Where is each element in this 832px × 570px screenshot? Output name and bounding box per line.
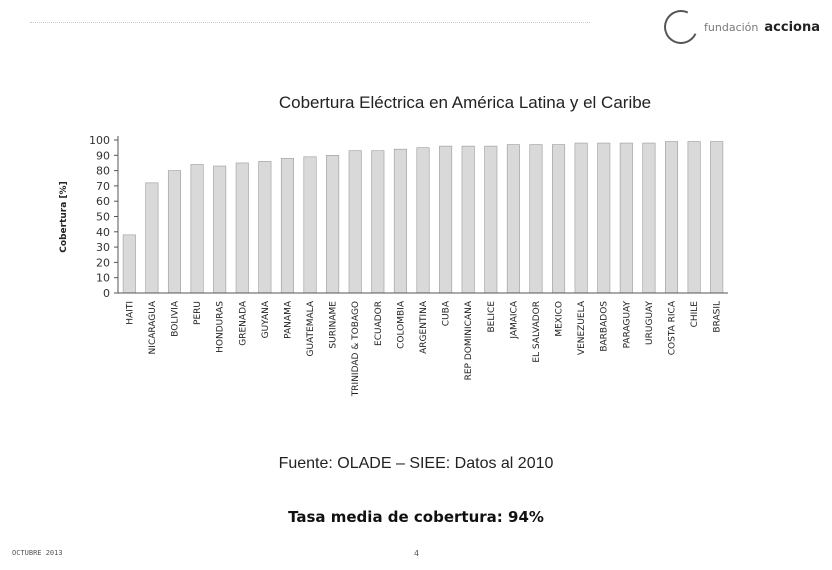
bar <box>303 156 317 294</box>
bar <box>326 155 340 294</box>
bar <box>280 158 294 294</box>
bar <box>167 170 181 294</box>
y-tick-label: 70 <box>96 180 110 193</box>
bar <box>393 148 407 294</box>
x-tick-label: URUGUAY <box>645 301 655 345</box>
bar <box>552 144 566 294</box>
x-tick-label: ECUADOR <box>374 301 384 346</box>
bar <box>416 147 430 294</box>
x-tick-label: JAMAICA <box>509 300 519 340</box>
x-tick-label: BARBADOS <box>600 301 610 352</box>
y-tick-label: 40 <box>96 226 110 239</box>
acciona-logo: fundación acciona <box>659 5 820 49</box>
bar <box>529 144 543 294</box>
bar <box>687 141 701 294</box>
y-tick-label: 0 <box>103 287 110 300</box>
bar <box>461 145 475 294</box>
y-axis-label: Cobertura [%] <box>59 181 69 252</box>
footer-date: OCTUBRE 2013 <box>12 549 63 557</box>
y-tick-label: 80 <box>96 165 110 178</box>
x-tick-label: HAITI <box>125 301 135 325</box>
y-tick-label: 10 <box>96 272 110 285</box>
bar <box>258 161 272 294</box>
x-tick-label: VENEZUELA <box>577 300 587 355</box>
chart-title: Cobertura Eléctrica en América Latina y … <box>279 93 651 112</box>
y-tick-label: 90 <box>96 149 110 162</box>
x-tick-label: CUBA <box>442 300 452 326</box>
x-tick-label: GUYANA <box>261 300 271 338</box>
x-tick-label: CHILE <box>690 301 700 328</box>
bar <box>574 142 588 294</box>
bar <box>145 182 159 294</box>
x-tick-label: PERU <box>193 301 203 325</box>
x-tick-label: NICARAGUA <box>148 300 158 354</box>
bar <box>619 142 633 294</box>
x-tick-label: PARAGUAY <box>622 301 632 349</box>
average-coverage: Tasa media de cobertura: 94% <box>288 508 544 526</box>
x-tick-label: GUATEMALA <box>306 300 316 356</box>
coverage-chart: Cobertura Eléctrica en América Latina y … <box>59 93 728 397</box>
bar <box>213 165 227 294</box>
y-tick-label: 60 <box>96 195 110 208</box>
bar <box>439 145 453 294</box>
bar <box>371 150 385 294</box>
x-tick-label: ARGENTINA <box>419 300 429 354</box>
page-number: 4 <box>414 549 420 558</box>
x-tick-label: COLOMBIA <box>396 300 406 349</box>
bar <box>235 162 249 294</box>
bar <box>190 164 204 294</box>
bar <box>642 142 656 294</box>
bar <box>506 144 520 294</box>
x-tick-label: PANAMA <box>283 300 293 339</box>
y-tick-label: 30 <box>96 241 110 254</box>
x-tick-label: GRENADA <box>238 300 248 346</box>
logo-brand: acciona <box>764 19 820 35</box>
x-tick-label: MEXICO <box>555 301 565 337</box>
y-tick-label: 20 <box>96 256 110 269</box>
x-tick-label: BOLIVIA <box>170 300 180 337</box>
header-strip <box>30 22 590 33</box>
logo-prefix: fundación <box>704 20 759 34</box>
bar <box>710 141 724 294</box>
bar <box>665 141 679 294</box>
source-note: Fuente: OLADE – SIEE: Datos al 2010 <box>278 455 554 472</box>
bar <box>122 234 136 294</box>
x-tick-label: SURINAME <box>329 301 339 349</box>
x-tick-label: TRINIDAD & TOBAGO <box>351 301 361 397</box>
x-tick-label: REP DOMINICANA <box>464 300 474 380</box>
x-tick-label: BELICE <box>487 301 497 333</box>
x-tick-label: COSTA RICA <box>668 300 678 355</box>
y-tick-label: 100 <box>89 134 110 147</box>
bar <box>348 150 362 294</box>
bar <box>484 145 498 294</box>
x-tick-label: EL SALVADOR <box>532 301 542 363</box>
bar <box>597 142 611 294</box>
y-tick-label: 50 <box>96 211 110 224</box>
x-tick-label: HONDURAS <box>216 301 226 353</box>
x-tick-label: BRASIL <box>713 301 723 333</box>
